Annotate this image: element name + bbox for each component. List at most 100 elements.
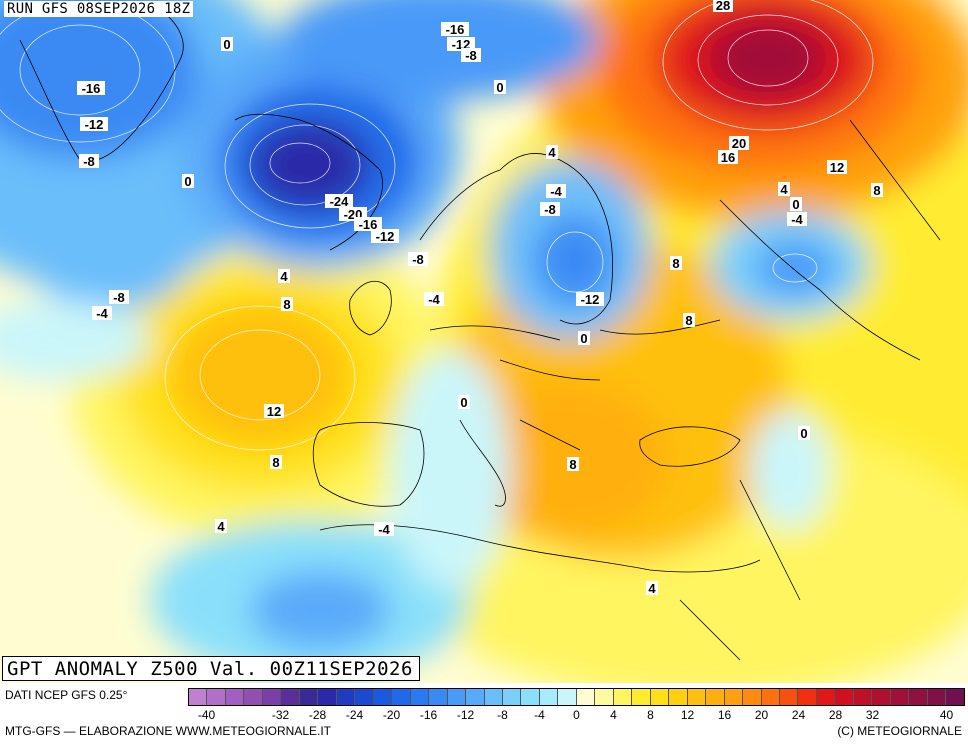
colorbar-tick-label: -40 bbox=[197, 708, 216, 722]
svg-text:8: 8 bbox=[685, 313, 692, 328]
colorbar-swatch bbox=[780, 689, 799, 705]
svg-text:0: 0 bbox=[580, 331, 587, 346]
colorbar-swatch bbox=[429, 689, 448, 705]
colorbar-swatch bbox=[521, 689, 540, 705]
colorbar-swatch bbox=[189, 689, 208, 705]
colorbar-swatch bbox=[373, 689, 393, 705]
svg-text:-8: -8 bbox=[544, 202, 556, 217]
run-label: RUN GFS 08SEP2026 18Z bbox=[4, 1, 194, 17]
svg-text:8: 8 bbox=[272, 455, 279, 470]
contour-label: 4 bbox=[778, 182, 790, 197]
colorbar-swatch bbox=[872, 689, 891, 705]
footer: DATI NCEP GFS 0.25° -40 -32 -28 -24 -20 -16 -1… bbox=[0, 683, 968, 745]
svg-text:0: 0 bbox=[792, 197, 799, 212]
contour-label: -8 bbox=[461, 48, 481, 63]
contour-label: -24 bbox=[325, 194, 353, 209]
colorbar-swatch bbox=[355, 689, 374, 705]
italy-coast bbox=[459, 419, 506, 507]
svg-text:8: 8 bbox=[283, 297, 290, 312]
svg-text:4: 4 bbox=[280, 269, 288, 284]
svg-text:28: 28 bbox=[716, 0, 730, 13]
colorbar-tick-label: 0 bbox=[573, 708, 580, 722]
colorbar-swatch bbox=[207, 689, 226, 705]
colorbar-tick-label: 24 bbox=[791, 708, 806, 722]
svg-text:0: 0 bbox=[223, 37, 230, 52]
colorbar-swatch bbox=[632, 689, 651, 705]
svg-text:8: 8 bbox=[672, 256, 679, 271]
svg-text:12: 12 bbox=[267, 404, 281, 419]
contour-label: -8 bbox=[79, 154, 99, 169]
colorbar-swatch bbox=[392, 689, 411, 705]
contour-label: -4 bbox=[92, 306, 112, 321]
contour-label: 4 bbox=[215, 519, 227, 534]
svg-text:20: 20 bbox=[732, 136, 746, 151]
colorbar-tick-label: 8 bbox=[647, 708, 654, 722]
colorbar-tick-label: -28 bbox=[308, 708, 327, 722]
contour-label: -12 bbox=[371, 229, 399, 244]
svg-text:4: 4 bbox=[217, 519, 225, 534]
colorbar-swatch bbox=[539, 689, 559, 705]
contour-label: 4 bbox=[646, 581, 658, 596]
colorbar-swatch bbox=[595, 689, 614, 705]
map-panel: 0 -16 -12 -8 0 -8 -4 -24 -20 -16 -12 -8 -4 -16 -12 -8 0 2… bbox=[0, 0, 968, 683]
svg-text:-16: -16 bbox=[446, 22, 465, 37]
contour-label: -12 bbox=[80, 117, 108, 132]
colorbar-swatch bbox=[798, 689, 817, 705]
colorbar-swatch bbox=[927, 689, 947, 705]
colorbar-swatch bbox=[890, 689, 910, 705]
svg-text:-12: -12 bbox=[581, 292, 600, 307]
credit: MTG-GFS — ELABORAZIONE WWW.METEOGIORNALE… bbox=[5, 724, 332, 738]
colorbar-tick-label: -16 bbox=[419, 708, 438, 722]
svg-text:8: 8 bbox=[873, 183, 880, 198]
contour-label: 8 bbox=[270, 455, 282, 470]
svg-text:-4: -4 bbox=[428, 292, 440, 307]
colorbar-swatch bbox=[502, 689, 522, 705]
svg-text:12: 12 bbox=[830, 160, 844, 175]
iceland-coast bbox=[234, 113, 383, 251]
colorbar-swatch bbox=[318, 689, 337, 705]
colorbar-swatch bbox=[484, 689, 503, 705]
contour-labels: 0-16-12-80-8-4-24-20-16-12-8-4-16-12-802… bbox=[77, 0, 883, 596]
colorbar-tick-label: 20 bbox=[754, 708, 769, 722]
contour-lines-sharp bbox=[0, 0, 874, 451]
colorbar-tick-label: -24 bbox=[345, 708, 364, 722]
colorbar-tick-label: 16 bbox=[717, 708, 732, 722]
contour-label: -16 bbox=[77, 81, 105, 96]
contour-label: -8 bbox=[540, 202, 560, 217]
anomaly-field bbox=[0, 0, 968, 683]
europe-borders bbox=[429, 319, 721, 451]
colorbar-swatch bbox=[816, 689, 836, 705]
colorbar-swatch bbox=[466, 689, 485, 705]
colorbar-swatch bbox=[743, 689, 762, 705]
colorbar-swatch bbox=[650, 689, 670, 705]
svg-text:-4: -4 bbox=[96, 306, 108, 321]
contour-label: -4 bbox=[424, 292, 444, 307]
colorbar-swatch bbox=[262, 689, 282, 705]
contour-label: 8 bbox=[567, 457, 579, 472]
contour-label: 4 bbox=[278, 269, 290, 284]
contour-label: 0 bbox=[458, 395, 470, 410]
scandinavia-coast bbox=[419, 153, 613, 325]
colorbar-swatch bbox=[225, 689, 245, 705]
anomaly-map: 0-16-12-80-8-4-24-20-16-12-8-4-16-12-802… bbox=[0, 0, 968, 683]
colorbar-tick-label: 32 bbox=[865, 708, 880, 722]
svg-text:4: 4 bbox=[648, 581, 656, 596]
british-isles bbox=[349, 280, 392, 336]
contour-label: 0 bbox=[221, 37, 233, 52]
colorbar-tick-label: 28 bbox=[828, 708, 843, 722]
contour-label: 12 bbox=[827, 160, 847, 175]
contour-label: 4 bbox=[546, 145, 558, 160]
colorbar-swatch bbox=[909, 689, 928, 705]
contour-label: 8 bbox=[683, 313, 695, 328]
contour-label: 0 bbox=[578, 331, 590, 346]
svg-text:0: 0 bbox=[460, 395, 467, 410]
colorbar-tick-label: 40 bbox=[939, 708, 954, 722]
colorbar-swatch bbox=[724, 689, 744, 705]
colorbar-tick-label: -12 bbox=[456, 708, 475, 722]
svg-text:16: 16 bbox=[721, 150, 735, 165]
contour-label: 20 bbox=[729, 136, 749, 151]
map-title: GPT ANOMALY Z500 Val. 00Z11SEP2026 bbox=[2, 656, 420, 681]
middle-east-borders bbox=[679, 479, 801, 661]
svg-text:-8: -8 bbox=[412, 252, 424, 267]
contour-lines bbox=[149, 0, 899, 464]
